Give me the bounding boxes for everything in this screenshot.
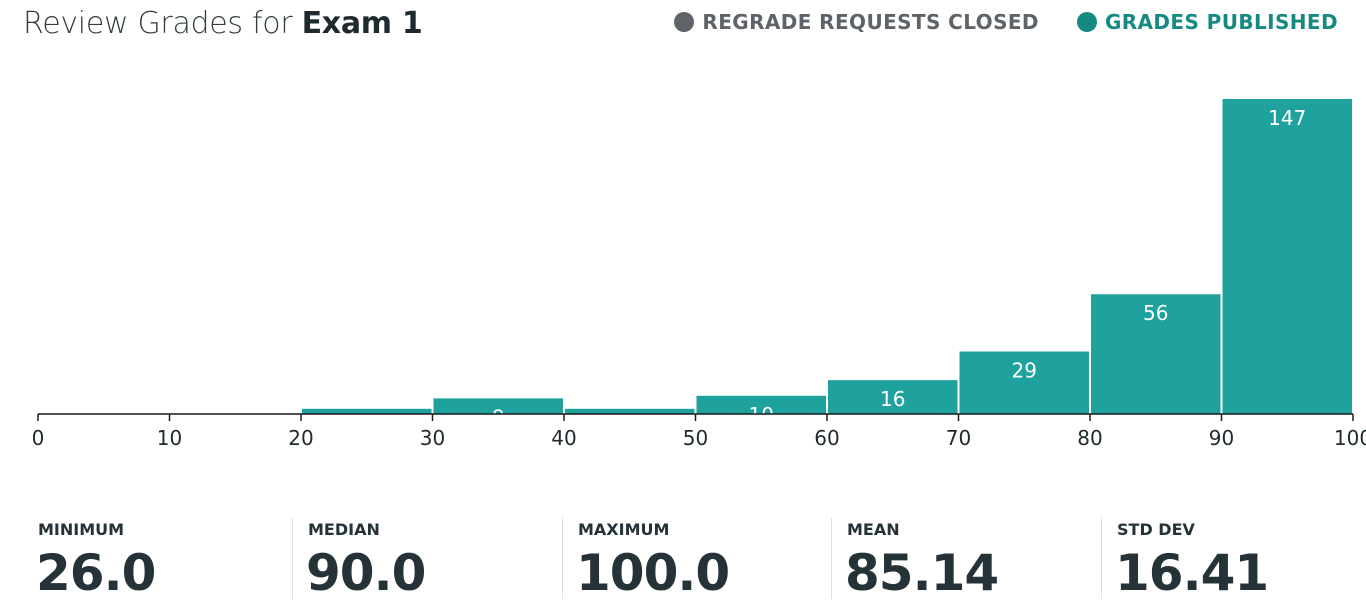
histogram-bar [302, 408, 432, 414]
page-title: Review Grades for Exam 1 [23, 6, 423, 41]
x-axis-tick-label: 40 [551, 426, 576, 450]
histogram-bar-label: 8 [492, 405, 505, 429]
histogram-bar [828, 380, 958, 414]
stat-std-dev: STD DEV 16.41 [1115, 518, 1357, 602]
stat-divider [292, 518, 293, 599]
x-axis-tick-label: 70 [946, 426, 971, 450]
status-regrade-requests: REGRADE REQUESTS CLOSED [674, 10, 1039, 34]
stat-value: 100.0 [576, 544, 730, 602]
x-axis-tick-label: 50 [683, 426, 708, 450]
stat-value: 16.41 [1115, 544, 1269, 602]
x-axis-tick-label: 30 [420, 426, 445, 450]
page-title-prefix: Review Grades for [23, 6, 293, 41]
circle-dot-icon [1076, 12, 1097, 32]
grade-histogram: 8 10 16 29 56 147 0 10 20 30 40 50 60 70 80 90 100 [32, 99, 1366, 450]
stat-label: MEAN [847, 520, 900, 539]
assignment-name: Exam 1 [301, 6, 423, 41]
x-axis-tick-label: 100 [1334, 426, 1366, 450]
stat-label: MEDIAN [308, 520, 380, 539]
x-axis-tick-label: 60 [814, 426, 839, 450]
status-label: REGRADE REQUESTS CLOSED [702, 10, 1039, 34]
stat-value: 26.0 [36, 544, 156, 602]
stats-summary: MINIMUM 26.0 MEDIAN 90.0 MAXIMUM 100.0 M… [0, 508, 1366, 599]
histogram-bar [1222, 99, 1352, 414]
histogram-bar-label: 10 [749, 403, 774, 427]
x-axis-tick-label: 80 [1077, 426, 1102, 450]
status-label: GRADES PUBLISHED [1104, 10, 1338, 34]
stat-minimum: MINIMUM 26.0 [36, 518, 288, 602]
x-axis-tick-label: 90 [1209, 426, 1234, 450]
status-list: REGRADE REQUESTS CLOSED GRADES PUBLISHED [674, 10, 1338, 34]
stat-median: MEDIAN 90.0 [306, 518, 558, 602]
stat-maximum: MAXIMUM 100.0 [576, 518, 828, 602]
stat-divider [562, 518, 563, 599]
stat-label: MINIMUM [38, 520, 125, 539]
histogram-bar [565, 408, 695, 414]
histogram-bar-label: 56 [1143, 301, 1168, 325]
stat-value: 85.14 [845, 544, 999, 602]
histogram-bar [959, 351, 1089, 414]
stat-label: MAXIMUM [578, 520, 670, 539]
stat-mean: MEAN 85.14 [845, 518, 1097, 602]
histogram-bar [433, 398, 563, 414]
histogram-bar [1091, 294, 1221, 414]
histogram-bar-label: 16 [880, 387, 905, 411]
stat-label: STD DEV [1117, 520, 1195, 539]
histogram-bar-label: 29 [1012, 359, 1037, 383]
histogram-bar-label: 147 [1268, 106, 1306, 130]
circle-dot-icon [674, 12, 695, 32]
x-axis-tick-label: 0 [32, 426, 45, 450]
stat-value: 90.0 [306, 544, 426, 602]
stat-divider [1101, 518, 1102, 599]
x-axis-tick-label: 20 [288, 426, 313, 450]
stat-divider [831, 518, 832, 599]
x-axis-tick-label: 10 [157, 426, 182, 450]
status-grades-published: GRADES PUBLISHED [1076, 10, 1338, 34]
histogram-bar [696, 395, 826, 414]
